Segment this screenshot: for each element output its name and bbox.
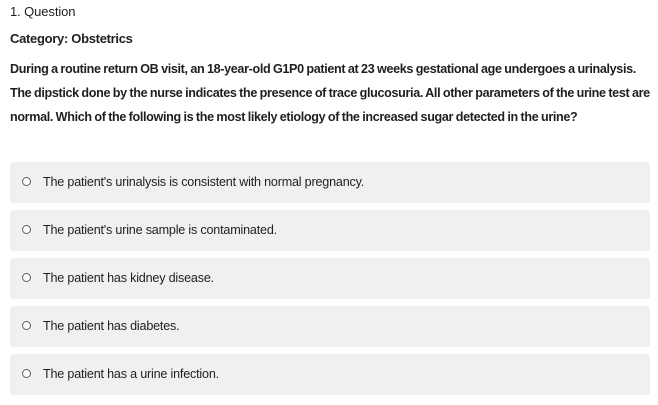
question-number: 1. Question bbox=[10, 4, 76, 19]
answer-option-4[interactable]: The patient has diabetes. bbox=[10, 306, 650, 347]
answer-option-1[interactable]: The patient's urinalysis is consistent w… bbox=[10, 162, 650, 203]
answer-option-label: The patient has diabetes. bbox=[43, 319, 180, 333]
answer-option-label: The patient's urine sample is contaminat… bbox=[43, 223, 277, 237]
answer-option-label: The patient's urinalysis is consistent w… bbox=[43, 175, 365, 189]
question-stem: During a routine return OB visit, an 18-… bbox=[10, 62, 650, 124]
radio-button-icon[interactable] bbox=[22, 369, 31, 378]
radio-button-icon[interactable] bbox=[22, 225, 31, 234]
answer-option-label: The patient has a urine infection. bbox=[43, 367, 219, 381]
answer-option-3[interactable]: The patient has kidney disease. bbox=[10, 258, 650, 299]
radio-button-icon[interactable] bbox=[22, 273, 31, 282]
question-category: Category: Obstetrics bbox=[10, 31, 133, 46]
answer-option-label: The patient has kidney disease. bbox=[43, 271, 214, 285]
radio-button-icon[interactable] bbox=[22, 321, 31, 330]
radio-button-icon[interactable] bbox=[22, 177, 31, 186]
answer-option-2[interactable]: The patient's urine sample is contaminat… bbox=[10, 210, 650, 251]
answer-option-5[interactable]: The patient has a urine infection. bbox=[10, 354, 650, 395]
answer-options: The patient's urinalysis is consistent w… bbox=[10, 162, 650, 402]
